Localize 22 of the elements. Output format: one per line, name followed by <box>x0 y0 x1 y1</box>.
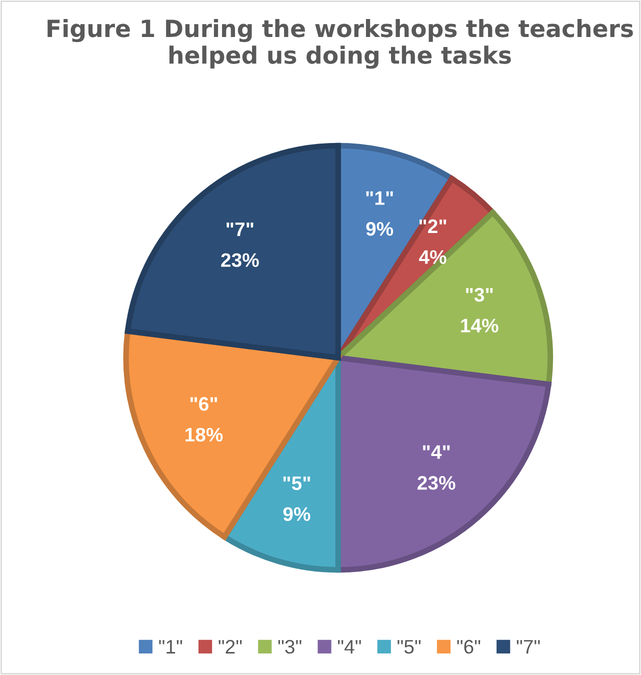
data-label: 9% <box>366 222 394 236</box>
slice-label: "3" <box>466 288 493 302</box>
legend-label: "3" <box>278 640 302 654</box>
legend-label: "6" <box>457 640 480 654</box>
legend-label: "7" <box>516 640 540 654</box>
chart-title: Figure 1 During the workshops the teachers helped us doing the tasks <box>48 19 633 69</box>
legend-label: "4" <box>338 640 361 654</box>
slice-label: "5" <box>283 476 310 490</box>
slice-label: "1" <box>366 191 393 205</box>
data-label: 23% <box>221 253 259 268</box>
legend-label: "2" <box>218 640 242 654</box>
slice-label: "6" <box>190 397 218 411</box>
slice-label: "4" <box>422 445 450 459</box>
data-label: 9% <box>283 507 310 521</box>
data-label: 18% <box>186 428 223 442</box>
slice-label: "7" <box>226 222 254 236</box>
slice-label: "2" <box>419 219 446 233</box>
legend-label: "1" <box>159 640 182 654</box>
data-label: 14% <box>461 318 498 332</box>
data-label: 4% <box>419 250 446 264</box>
data-label: 23% <box>418 476 456 490</box>
legend-label: "5" <box>398 640 421 654</box>
